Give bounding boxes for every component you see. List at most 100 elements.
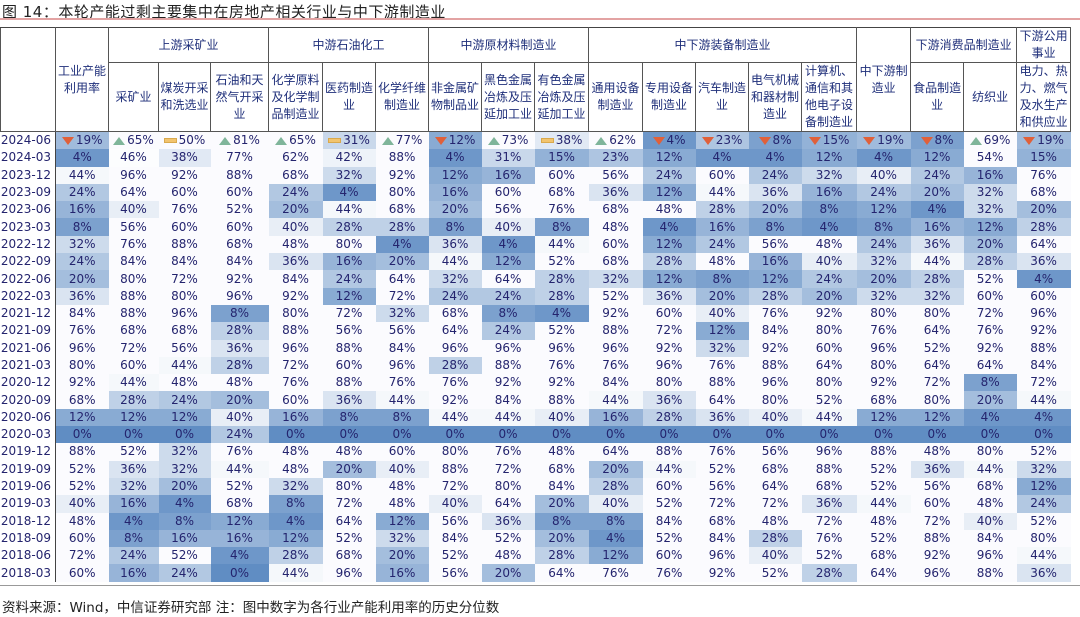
row-date: 2018-09: [0, 529, 56, 548]
cell-value: 73%: [501, 133, 529, 148]
heat-cell: 40%: [695, 304, 749, 323]
cell-value: 96%: [1030, 306, 1057, 321]
cell-value: 4%: [874, 150, 894, 165]
cell-value: 68%: [602, 254, 629, 269]
heat-cell: 0%: [158, 426, 211, 444]
heat-cell: 36%: [108, 460, 159, 478]
cell-value: 72%: [708, 496, 736, 511]
cell-value: 68%: [761, 461, 789, 476]
heat-cell: 4%: [375, 235, 429, 254]
heat-cell: 80%: [375, 183, 429, 202]
cell-value: 40%: [976, 513, 1004, 528]
heat-cell: 24%: [910, 166, 964, 184]
cell-value: 12%: [388, 513, 416, 528]
heat-cell: 28%: [642, 408, 696, 427]
heat-cell: 32%: [963, 183, 1017, 202]
cell-value: 0%: [72, 427, 92, 442]
heat-cell: 76%: [748, 304, 802, 323]
heat-cell: 20%: [1016, 201, 1071, 219]
heat-cell: 36%: [481, 512, 535, 530]
heat-cell: 48%: [158, 374, 211, 392]
heat-cell: 60%: [588, 235, 643, 254]
cell-value: 52%: [870, 530, 897, 545]
cell-value: 28%: [120, 392, 147, 407]
heat-cell: 4%: [856, 149, 911, 167]
heat-cell: 4%: [481, 235, 535, 254]
heat-cell: 28%: [748, 287, 802, 305]
cell-value: 12%: [448, 133, 476, 148]
cell-value: 60%: [68, 565, 96, 580]
cell-value: 84%: [1030, 358, 1057, 372]
heat-cell: 16%: [108, 564, 159, 582]
cell-value: 81%: [233, 133, 260, 148]
table-row: 2021-12 84% 88% 96% 8% 80% 72% 32% 68% 8% 4% 92% 60%…: [0, 304, 1071, 323]
heat-cell: 23%: [588, 149, 643, 167]
cell-value: 20%: [282, 202, 309, 217]
cell-value: 64%: [602, 444, 629, 459]
cell-value: 36%: [655, 288, 683, 303]
heat-cell: 28%: [322, 218, 376, 236]
heat-cell: 44%: [322, 201, 376, 219]
heat-cell: 68%: [588, 253, 643, 271]
heat-cell: 44%: [375, 391, 429, 409]
cell-value: 68%: [870, 392, 897, 407]
heat-cell: 0%: [642, 426, 696, 444]
cell-value: 88%: [120, 306, 147, 321]
heat-cell: 60%: [322, 356, 376, 375]
heat-cell: 20%: [375, 253, 429, 271]
row-date: 2024-06: [0, 131, 56, 150]
heat-cell: 64%: [375, 270, 429, 288]
cell-value: 62%: [609, 133, 636, 148]
heat-cell: 77%: [375, 131, 429, 150]
heat-cell: 28%: [534, 547, 589, 565]
heat-cell: 36%: [1016, 564, 1071, 582]
cell-value: 72%: [923, 375, 951, 390]
cell-value: 72%: [815, 513, 843, 528]
cell-value: 92%: [815, 306, 843, 321]
cell-value: 76%: [494, 444, 522, 459]
table-row: 2023-09 24% 64% 60% 60% 24% 4% 80% 16% 60% 68% 36% 1…: [0, 183, 1071, 202]
heat-cell: 72%: [910, 374, 964, 392]
cell-value: 52%: [548, 323, 575, 338]
heat-cell: 0%: [322, 426, 376, 444]
title-divider: [0, 18, 1080, 20]
cell-value: 12%: [655, 185, 683, 200]
heat-cell: 96%: [534, 339, 589, 357]
heat-cell: 12%: [748, 270, 802, 288]
heat-cell: 28%: [375, 218, 429, 236]
heat-cell: 24%: [856, 235, 911, 254]
cell-value: 36%: [655, 392, 683, 407]
cell-value: 20%: [548, 530, 575, 545]
row-date: 2018-06: [0, 547, 56, 565]
cell-value: 36%: [335, 392, 363, 407]
heat-cell: 40%: [963, 512, 1017, 530]
heat-cell: 88%: [695, 374, 749, 392]
cell-value: 48%: [708, 254, 736, 269]
cell-value: 28%: [548, 271, 575, 286]
row-date: 2018-12: [0, 512, 56, 530]
heat-cell: 60%: [210, 183, 269, 202]
cell-value: 40%: [282, 219, 309, 234]
cell-value: 60%: [923, 496, 951, 511]
row-date: 2023-09: [0, 183, 56, 202]
heat-cell: 84%: [210, 253, 269, 271]
heat-cell: 48%: [210, 374, 269, 392]
heat-cell: 12%: [801, 149, 857, 167]
cell-value: 24%: [68, 254, 96, 269]
cell-value: 72%: [335, 496, 363, 511]
cell-value: 24%: [171, 392, 198, 407]
heat-cell: 8%: [534, 218, 589, 236]
heat-cell: 32%: [268, 477, 323, 496]
heat-cell: 76%: [588, 564, 643, 582]
cell-value: 4%: [339, 185, 359, 200]
heat-cell: 38%: [534, 131, 589, 150]
heat-cell: 52%: [856, 477, 911, 496]
cell-value: 60%: [171, 219, 198, 234]
heat-cell: 4%: [588, 529, 643, 548]
cell-value: 48%: [226, 375, 253, 390]
cell-value: 88%: [923, 530, 951, 545]
heat-cell: 40%: [268, 218, 323, 236]
cell-value: 48%: [68, 513, 96, 528]
cell-value: 28%: [548, 288, 575, 303]
heat-cell: 84%: [642, 512, 696, 530]
